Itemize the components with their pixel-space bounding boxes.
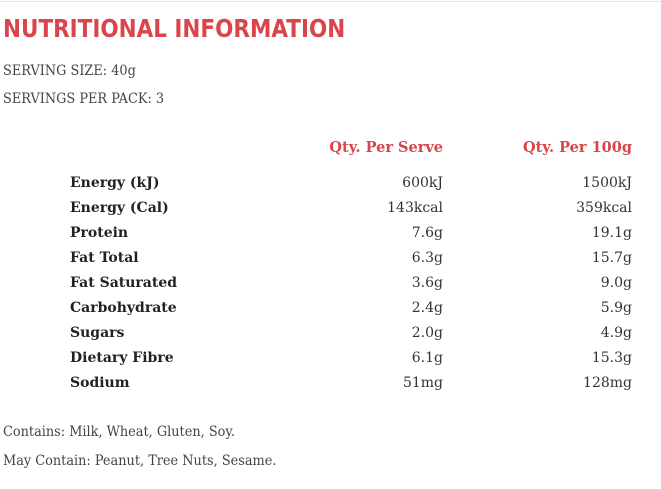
per-serve-value: 6.3g — [411, 250, 443, 266]
per-100g-value: 5.9g — [600, 300, 632, 316]
servings-per-pack: SERVINGS PER PACK: 3 — [3, 91, 165, 107]
per-100g-value: 15.3g — [591, 350, 632, 366]
per-100g-value: 4.9g — [600, 325, 632, 341]
table-row: Energy (kJ) 600kJ 1500kJ — [0, 175, 661, 195]
per-serve-value: 6.1g — [411, 350, 443, 366]
nutrient-label: Fat Saturated — [70, 275, 178, 291]
per-100g-value: 9.0g — [600, 275, 632, 291]
table-row: Energy (Cal) 143kcal 359kcal — [0, 200, 661, 220]
per-100g-value: 128mg — [583, 375, 632, 391]
per-serve-value: 51mg — [402, 375, 443, 391]
table-row: Sugars 2.0g 4.9g — [0, 325, 661, 345]
per-100g-value: 19.1g — [591, 225, 632, 241]
per-100g-value: 359kcal — [576, 200, 632, 216]
table-row: Carbohydrate 2.4g 5.9g — [0, 300, 661, 320]
per-100g-value: 1500kJ — [582, 175, 632, 191]
may-contain-text: May Contain: Peanut, Tree Nuts, Sesame. — [3, 453, 277, 469]
per-100g-value: 15.7g — [591, 250, 632, 266]
per-serve-value: 2.0g — [411, 325, 443, 341]
serving-size: SERVING SIZE: 40g — [3, 63, 136, 79]
nutrient-label: Protein — [70, 225, 129, 241]
nutrient-label: Carbohydrate — [70, 300, 177, 316]
divider — [0, 1, 661, 2]
per-serve-value: 7.6g — [411, 225, 443, 241]
header-per-100g: Qty. Per 100g — [522, 139, 632, 156]
table-row: Protein 7.6g 19.1g — [0, 225, 661, 245]
table-row: Fat Total 6.3g 15.7g — [0, 250, 661, 270]
nutrient-label: Sodium — [70, 375, 130, 391]
nutrient-label: Fat Total — [70, 250, 139, 266]
table-row: Sodium 51mg 128mg — [0, 375, 661, 395]
contains-text: Contains: Milk, Wheat, Gluten, Soy. — [3, 424, 236, 440]
nutrient-label: Energy (kJ) — [70, 175, 160, 191]
table-row: Fat Saturated 3.6g 9.0g — [0, 275, 661, 295]
page-title: NUTRITIONAL INFORMATION — [3, 14, 346, 43]
nutrient-label: Sugars — [70, 325, 125, 341]
per-serve-value: 3.6g — [411, 275, 443, 291]
per-serve-value: 600kJ — [402, 175, 443, 191]
per-serve-value: 143kcal — [387, 200, 443, 216]
table-row: Dietary Fibre 6.1g 15.3g — [0, 350, 661, 370]
per-serve-value: 2.4g — [411, 300, 443, 316]
header-per-serve: Qty. Per Serve — [329, 139, 443, 156]
nutrient-label: Dietary Fibre — [70, 350, 174, 366]
nutrient-label: Energy (Cal) — [70, 200, 169, 216]
